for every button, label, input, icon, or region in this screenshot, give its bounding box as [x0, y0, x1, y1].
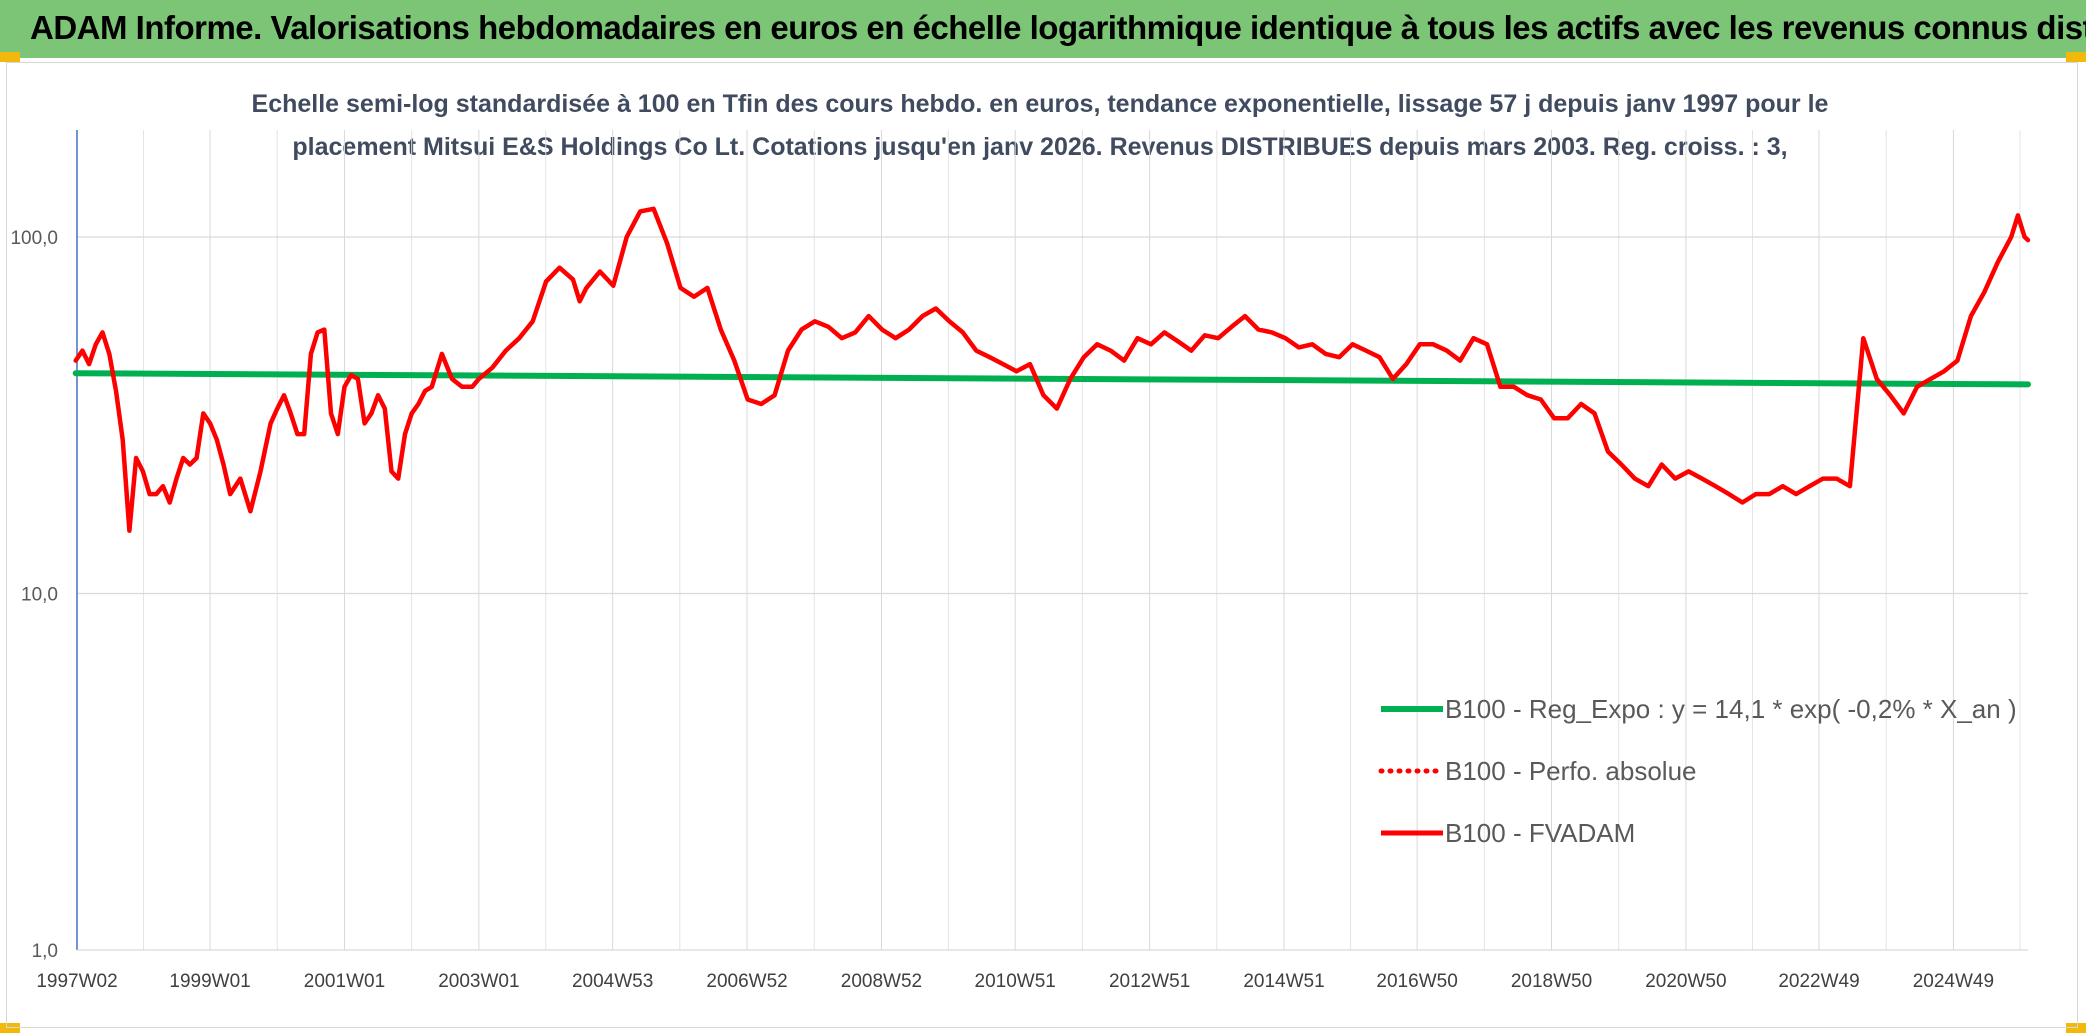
- chart-frame: [6, 62, 2078, 1028]
- corner-marker-bottom-left: [0, 1023, 20, 1033]
- x-tick-label: 2020W50: [1645, 971, 1726, 992]
- x-tick-label: 2024W49: [1913, 971, 1994, 992]
- series-line-fvadam: [73, 206, 2031, 533]
- legend: B100 - Reg_Expo : y = 14,1 * exp( -0,2% …: [1378, 694, 2017, 848]
- legend-label: B100 - Perfo. absolue: [1445, 756, 1697, 786]
- legend-label: B100 - Reg_Expo : y = 14,1 * exp( -0,2% …: [1445, 694, 2017, 724]
- y-tick-label: 1,0: [32, 941, 58, 962]
- x-tick-label: 2001W01: [304, 971, 385, 992]
- x-tick-label: 2008W52: [841, 971, 922, 992]
- x-tick-label: 2016W50: [1376, 971, 1457, 992]
- x-tick-label: 2014W51: [1243, 971, 1324, 992]
- chart-title-line2: placement Mitsui E&S Holdings Co Lt. Cot…: [292, 133, 1788, 161]
- y-tick-labels: 100,0 10,0 1,0: [10, 228, 58, 962]
- page-title: ADAM Informe. Valorisations hebdomadaire…: [30, 9, 2086, 46]
- x-tick-label: 2006W52: [706, 971, 787, 992]
- legend-label: B100 - FVADAM: [1445, 818, 1635, 848]
- corner-marker-right: [2066, 52, 2086, 62]
- chart-title-line1: Echelle semi-log standardisée à 100 en T…: [251, 90, 1829, 118]
- y-tick-label: 100,0: [10, 228, 58, 249]
- x-tick-label: 1997W02: [36, 971, 117, 992]
- x-tick-label: 2003W01: [438, 971, 519, 992]
- x-tick-label: 2010W51: [975, 971, 1056, 992]
- x-tick-label: 2018W50: [1511, 971, 1592, 992]
- title-banner: ADAM Informe. Valorisations hebdomadaire…: [0, 0, 2086, 58]
- x-tick-label: 2022W49: [1778, 971, 1859, 992]
- vertical-gridlines: [76, 130, 2021, 950]
- corner-marker-bottom-right: [2066, 1023, 2086, 1033]
- x-tick-label: 2004W53: [572, 971, 653, 992]
- x-tick-labels: 1997W02 1999W01 2001W01 2003W01 2004W53 2006W…: [36, 971, 1994, 992]
- x-tick-label: 2012W51: [1109, 971, 1190, 992]
- regression-line: [72, 370, 2031, 388]
- y-tick-label: 10,0: [21, 585, 58, 606]
- horizontal-gridlines: [77, 236, 2028, 595]
- corner-marker-left: [0, 52, 20, 62]
- x-tick-label: 1999W01: [169, 971, 250, 992]
- series-layer: [72, 206, 2031, 533]
